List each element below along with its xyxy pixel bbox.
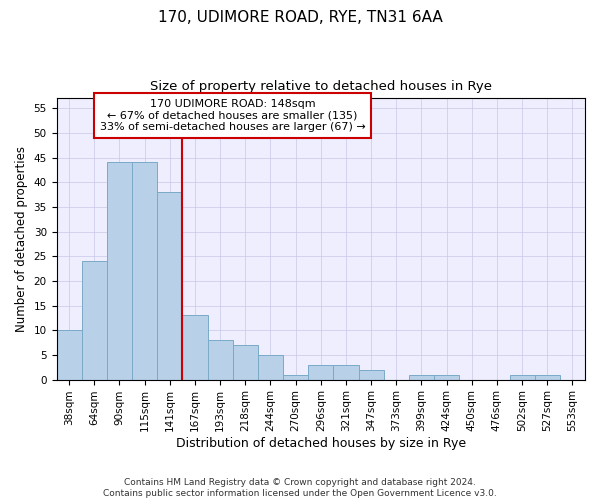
Bar xyxy=(509,374,535,380)
Bar xyxy=(334,365,359,380)
Bar xyxy=(308,365,334,380)
Bar xyxy=(157,192,182,380)
Bar xyxy=(132,162,157,380)
Bar xyxy=(283,374,308,380)
Title: Size of property relative to detached houses in Rye: Size of property relative to detached ho… xyxy=(150,80,492,93)
Bar xyxy=(233,345,258,380)
X-axis label: Distribution of detached houses by size in Rye: Distribution of detached houses by size … xyxy=(176,437,466,450)
Text: 170, UDIMORE ROAD, RYE, TN31 6AA: 170, UDIMORE ROAD, RYE, TN31 6AA xyxy=(158,10,442,25)
Bar xyxy=(182,316,208,380)
Y-axis label: Number of detached properties: Number of detached properties xyxy=(15,146,28,332)
Text: Contains HM Land Registry data © Crown copyright and database right 2024.
Contai: Contains HM Land Registry data © Crown c… xyxy=(103,478,497,498)
Text: 170 UDIMORE ROAD: 148sqm
← 67% of detached houses are smaller (135)
33% of semi-: 170 UDIMORE ROAD: 148sqm ← 67% of detach… xyxy=(100,99,365,132)
Bar xyxy=(258,355,283,380)
Bar xyxy=(82,261,107,380)
Bar xyxy=(107,162,132,380)
Bar xyxy=(535,374,560,380)
Bar xyxy=(434,374,459,380)
Bar xyxy=(56,330,82,380)
Bar xyxy=(208,340,233,380)
Bar xyxy=(409,374,434,380)
Bar xyxy=(359,370,383,380)
